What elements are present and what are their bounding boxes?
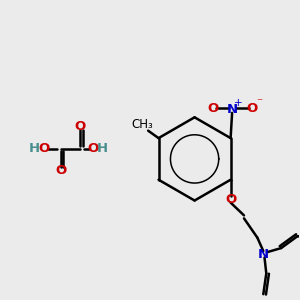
Text: O: O xyxy=(55,164,67,177)
Text: O: O xyxy=(87,142,98,155)
Text: CH₃: CH₃ xyxy=(131,118,153,131)
Text: O: O xyxy=(207,102,218,115)
Text: O: O xyxy=(74,120,86,133)
Text: O: O xyxy=(225,193,236,206)
Text: +: + xyxy=(234,98,243,108)
Text: O: O xyxy=(39,142,50,155)
Text: H: H xyxy=(97,142,108,155)
Text: N: N xyxy=(226,103,238,116)
Text: H: H xyxy=(28,142,40,155)
Text: N: N xyxy=(258,248,269,260)
Text: O: O xyxy=(247,102,258,115)
Text: ⁻: ⁻ xyxy=(256,97,262,110)
